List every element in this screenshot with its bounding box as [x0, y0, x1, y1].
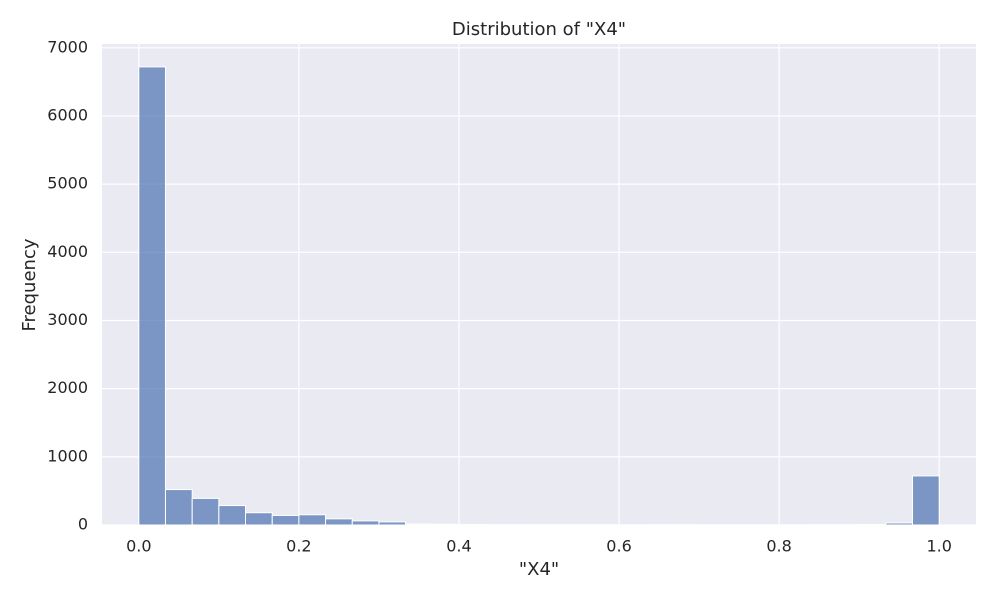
x-tick-label: 0.6	[606, 537, 631, 556]
bar	[912, 475, 940, 526]
x-tick-label: 1.0	[926, 537, 951, 556]
bar	[325, 518, 353, 526]
bar	[378, 521, 407, 526]
x-axis-label: "X4"	[519, 559, 559, 580]
y-tick-label: 6000	[47, 105, 88, 124]
bar	[164, 489, 193, 526]
bar	[138, 66, 166, 526]
y-tick-label: 5000	[47, 174, 88, 193]
bar	[218, 505, 247, 526]
bar	[858, 523, 887, 526]
bar	[298, 514, 327, 526]
x-tick-label: 0.0	[126, 537, 151, 556]
bar	[885, 522, 914, 526]
y-tick-label: 3000	[47, 310, 88, 329]
y-axis-label: Frequency	[19, 238, 40, 331]
bar	[405, 523, 433, 526]
y-tick-label: 2000	[47, 378, 88, 397]
x-tick-label: 0.4	[446, 537, 471, 556]
y-tick-label: 7000	[47, 37, 88, 56]
y-tick-label: 4000	[47, 242, 88, 261]
bar	[271, 514, 300, 526]
x-tick-label: 0.8	[766, 537, 791, 556]
y-tick-label: 0	[78, 515, 88, 534]
chart-title: Distribution of "X4"	[452, 19, 626, 40]
x-tick-label: 0.2	[286, 537, 311, 556]
bar	[191, 497, 220, 526]
bar	[458, 523, 487, 526]
bar	[245, 512, 273, 526]
y-tick-label: 1000	[47, 446, 88, 465]
bar	[431, 523, 460, 526]
plot-background	[102, 44, 976, 525]
bar	[351, 520, 380, 526]
